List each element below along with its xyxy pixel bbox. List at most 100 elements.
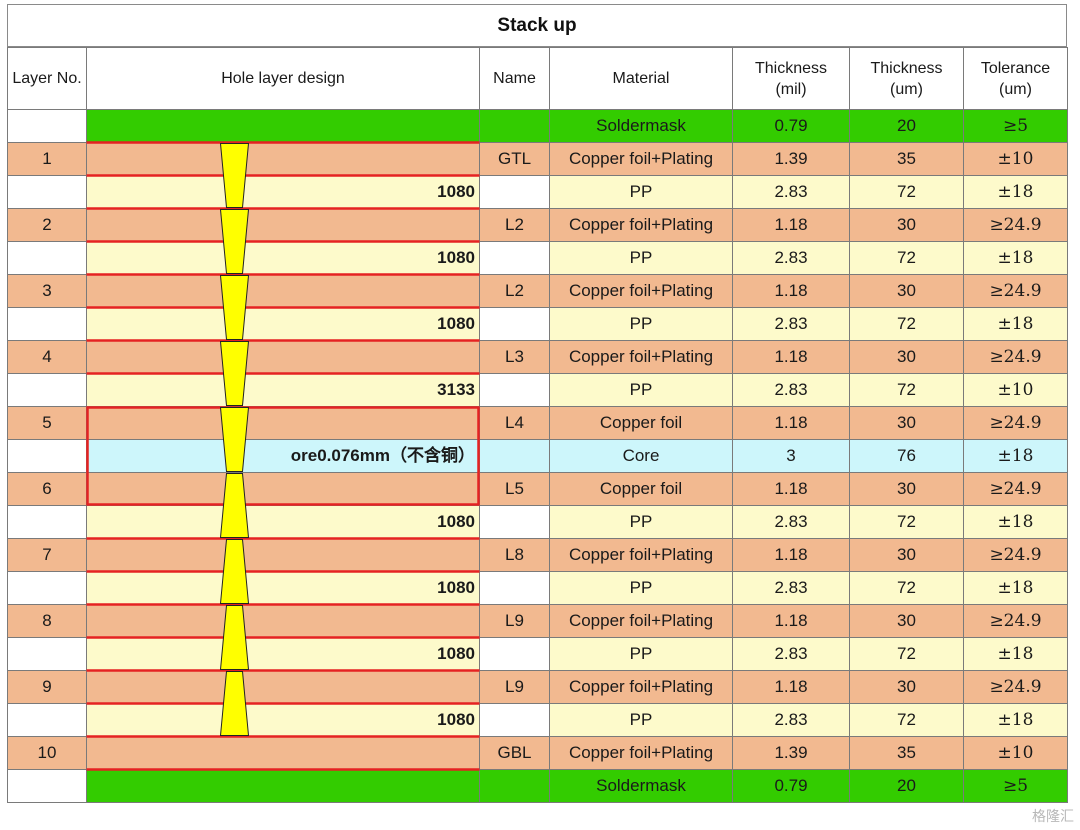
- layer-no-cell: 7: [7, 538, 87, 572]
- thickness-mil-cell: 1.39: [732, 142, 850, 176]
- table-row: Soldermask 0.79 20 ≥5: [7, 109, 1068, 143]
- tolerance-cell: ±18: [963, 505, 1068, 539]
- table-row: 1080 PP 2.83 72 ±18: [7, 571, 1068, 605]
- hole-design-cell: [86, 340, 480, 374]
- thickness-mil-cell: 1.18: [732, 406, 850, 440]
- hole-design-cell: ore0.076mm（不含铜）: [86, 439, 480, 473]
- layer-name-cell: [479, 439, 550, 473]
- material-cell: Copper foil: [549, 406, 733, 440]
- layer-no-cell: [7, 769, 87, 803]
- layer-name-cell: [479, 175, 550, 209]
- material-cell: Copper foil+Plating: [549, 274, 733, 308]
- table-row: 1 GTL Copper foil+Plating 1.39 35 ±10: [7, 142, 1068, 176]
- layer-name-cell: L3: [479, 340, 550, 374]
- material-cell: Copper foil+Plating: [549, 604, 733, 638]
- hole-design-cell: [86, 472, 480, 506]
- layer-no-cell: [7, 439, 87, 473]
- layer-no-cell: 4: [7, 340, 87, 374]
- layer-name-cell: [479, 637, 550, 671]
- table-row: 1080 PP 2.83 72 ±18: [7, 637, 1068, 671]
- stackup-sheet: Stack up Layer No. Hole layer design Nam…: [7, 4, 1068, 803]
- hole-design-cell: [86, 142, 480, 176]
- thickness-mil-cell: 2.83: [732, 637, 850, 671]
- thickness-um-cell: 30: [849, 340, 964, 374]
- material-cell: Copper foil+Plating: [549, 538, 733, 572]
- material-cell: Copper foil: [549, 472, 733, 506]
- layer-no-cell: 1: [7, 142, 87, 176]
- layer-name-cell: [479, 505, 550, 539]
- material-cell: PP: [549, 307, 733, 341]
- thickness-um-cell: 35: [849, 736, 964, 770]
- layer-name-cell: L9: [479, 604, 550, 638]
- material-cell: PP: [549, 571, 733, 605]
- thickness-mil-cell: 2.83: [732, 175, 850, 209]
- thickness-mil-cell: 1.18: [732, 340, 850, 374]
- header-material: Material: [549, 47, 733, 110]
- layer-no-cell: [7, 373, 87, 407]
- table-row: 1080 PP 2.83 72 ±18: [7, 505, 1068, 539]
- header-tolerance: Tolerance (um): [963, 47, 1068, 110]
- layer-no-cell: [7, 505, 87, 539]
- tolerance-cell: ≥24.9: [963, 472, 1068, 506]
- thickness-um-cell: 30: [849, 208, 964, 242]
- thickness-um-cell: 30: [849, 406, 964, 440]
- thickness-um-cell: 30: [849, 604, 964, 638]
- tolerance-cell: ≥5: [963, 769, 1068, 803]
- tolerance-cell: ≥24.9: [963, 274, 1068, 308]
- tolerance-cell: ±18: [963, 439, 1068, 473]
- header-name: Name: [479, 47, 550, 110]
- table-row: 1080 PP 2.83 72 ±18: [7, 703, 1068, 737]
- layer-no-cell: [7, 703, 87, 737]
- layer-name-cell: L2: [479, 274, 550, 308]
- thickness-mil-cell: 2.83: [732, 571, 850, 605]
- layer-name-cell: [479, 109, 550, 143]
- table-row: 2 L2 Copper foil+Plating 1.18 30 ≥24.9: [7, 208, 1068, 242]
- thickness-um-cell: 20: [849, 769, 964, 803]
- layer-no-cell: 2: [7, 208, 87, 242]
- layer-name-cell: [479, 307, 550, 341]
- table-row: 10 GBL Copper foil+Plating 1.39 35 ±10: [7, 736, 1068, 770]
- tolerance-cell: ≥24.9: [963, 538, 1068, 572]
- hole-design-cell: 1080: [86, 505, 480, 539]
- header-thickness-mil: Thickness (mil): [732, 47, 850, 110]
- tolerance-cell: ±18: [963, 637, 1068, 671]
- watermark-logo: 格隆汇: [1032, 808, 1074, 824]
- tolerance-cell: ±10: [963, 736, 1068, 770]
- layer-name-cell: [479, 769, 550, 803]
- hole-design-cell: 1080: [86, 241, 480, 275]
- tolerance-cell: ±18: [963, 241, 1068, 275]
- hole-design-cell: [86, 604, 480, 638]
- tolerance-cell: ≥24.9: [963, 604, 1068, 638]
- table-row: 9 L9 Copper foil+Plating 1.18 30 ≥24.9: [7, 670, 1068, 704]
- tolerance-cell: ≥24.9: [963, 406, 1068, 440]
- table-row: Soldermask 0.79 20 ≥5: [7, 769, 1068, 803]
- thickness-um-cell: 30: [849, 274, 964, 308]
- thickness-um-cell: 30: [849, 538, 964, 572]
- table-row: 1080 PP 2.83 72 ±18: [7, 175, 1068, 209]
- thickness-mil-cell: 2.83: [732, 241, 850, 275]
- thickness-mil-cell: 1.18: [732, 274, 850, 308]
- layer-no-cell: 9: [7, 670, 87, 704]
- layer-name-cell: L2: [479, 208, 550, 242]
- thickness-mil-cell: 2.83: [732, 505, 850, 539]
- material-cell: Soldermask: [549, 769, 733, 803]
- thickness-um-cell: 72: [849, 505, 964, 539]
- thickness-mil-cell: 1.18: [732, 604, 850, 638]
- hole-design-cell: [86, 769, 480, 803]
- material-cell: Copper foil+Plating: [549, 208, 733, 242]
- hole-design-cell: 1080: [86, 703, 480, 737]
- tolerance-cell: ±10: [963, 373, 1068, 407]
- layer-no-cell: [7, 109, 87, 143]
- thickness-um-cell: 76: [849, 439, 964, 473]
- layer-no-cell: 5: [7, 406, 87, 440]
- layer-name-cell: [479, 571, 550, 605]
- thickness-mil-cell: 1.39: [732, 736, 850, 770]
- table-row: 3133 PP 2.83 72 ±10: [7, 373, 1068, 407]
- layer-no-cell: [7, 307, 87, 341]
- table-row: 1080 PP 2.83 72 ±18: [7, 241, 1068, 275]
- thickness-mil-cell: 2.83: [732, 703, 850, 737]
- material-cell: Copper foil+Plating: [549, 142, 733, 176]
- thickness-um-cell: 20: [849, 109, 964, 143]
- layer-no-cell: 10: [7, 736, 87, 770]
- hole-design-cell: [86, 670, 480, 704]
